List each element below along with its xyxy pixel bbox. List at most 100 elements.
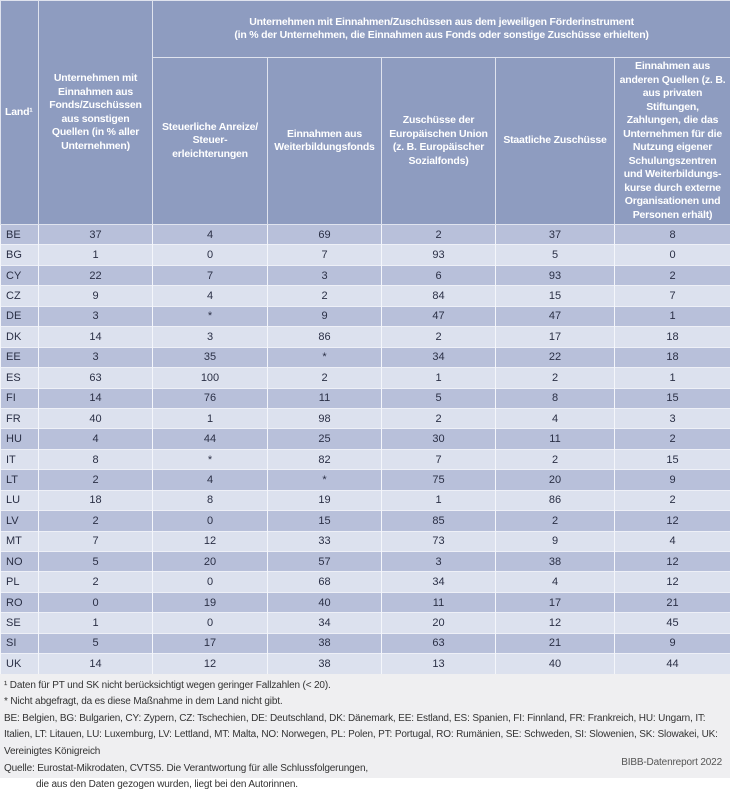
value-cell: 19 <box>153 592 268 612</box>
value-cell: 4 <box>615 531 730 551</box>
value-cell: 44 <box>615 654 730 674</box>
footnote-asterisk: * Nicht abgefragt, da es diese Maßnahme … <box>4 694 725 711</box>
value-cell: 2 <box>382 225 496 245</box>
header-eu-grants: Zuschüsse der Europäischen Union (z. B. … <box>382 58 496 225</box>
source-line-1: Quelle: Eurostat-Mikrodaten, CVTS5. Die … <box>4 761 725 778</box>
value-cell: 63 <box>382 633 496 653</box>
value-cell: 5 <box>382 388 496 408</box>
value-cell: * <box>153 449 268 469</box>
value-cell: 82 <box>268 449 382 469</box>
country-code-cell: CY <box>1 265 39 285</box>
value-cell: 34 <box>268 613 382 633</box>
header-group: Unternehmen mit Einnahmen/Zuschüssen aus… <box>153 1 730 58</box>
value-cell: 22 <box>496 347 615 367</box>
value-cell: 1 <box>39 613 153 633</box>
country-code-cell: FR <box>1 408 39 428</box>
value-cell: 85 <box>382 511 496 531</box>
header-land: Land¹ <box>1 1 39 225</box>
value-cell: 2 <box>268 368 382 388</box>
value-cell: 4 <box>153 286 268 306</box>
value-cell: 7 <box>615 286 730 306</box>
value-cell: 12 <box>615 511 730 531</box>
value-cell: 4 <box>496 408 615 428</box>
value-cell: 98 <box>268 408 382 428</box>
country-code-cell: SI <box>1 633 39 653</box>
value-cell: 1 <box>39 245 153 265</box>
value-cell: 4 <box>153 470 268 490</box>
value-cell: 14 <box>39 388 153 408</box>
value-cell: 7 <box>268 245 382 265</box>
value-cell: 1 <box>382 368 496 388</box>
value-cell: 3 <box>382 552 496 572</box>
value-cell: 9 <box>496 531 615 551</box>
country-code-cell: BE <box>1 225 39 245</box>
funding-table: Land¹ Unternehmen mit Einnahmen aus Fond… <box>0 0 730 674</box>
country-code-cell: DK <box>1 327 39 347</box>
country-code-cell: HU <box>1 429 39 449</box>
value-cell: 38 <box>268 633 382 653</box>
value-cell: 37 <box>496 225 615 245</box>
value-cell: 15 <box>496 286 615 306</box>
country-code-cell: RO <box>1 592 39 612</box>
value-cell: 12 <box>615 572 730 592</box>
value-cell: 8 <box>39 449 153 469</box>
value-cell: 4 <box>496 572 615 592</box>
header-group-line2: (in % der Unternehmen, die Einnahmen aus… <box>156 29 727 43</box>
value-cell: 9 <box>615 470 730 490</box>
value-cell: 22 <box>39 265 153 285</box>
value-cell: 0 <box>153 245 268 265</box>
value-cell: 40 <box>496 654 615 674</box>
value-cell: 38 <box>496 552 615 572</box>
publication-brand: BIBB-Datenreport 2022 <box>621 755 722 772</box>
country-code-cell: FI <box>1 388 39 408</box>
value-cell: 86 <box>496 490 615 510</box>
value-cell: 14 <box>39 654 153 674</box>
value-cell: 5 <box>496 245 615 265</box>
value-cell: 20 <box>153 552 268 572</box>
value-cell: 34 <box>382 347 496 367</box>
value-cell: 11 <box>382 592 496 612</box>
country-code-cell: PL <box>1 572 39 592</box>
value-cell: 35 <box>153 347 268 367</box>
abbreviations: BE: Belgien, BG: Bulgarien, CY: Zypern, … <box>4 711 725 761</box>
value-cell: 75 <box>382 470 496 490</box>
value-cell: 2 <box>39 470 153 490</box>
value-cell: 2 <box>615 429 730 449</box>
source-line-2: die aus den Daten gezogen wurden, liegt … <box>4 777 725 794</box>
value-cell: 2 <box>382 408 496 428</box>
value-cell: 1 <box>153 408 268 428</box>
country-code-cell: SE <box>1 613 39 633</box>
value-cell: 3 <box>39 347 153 367</box>
value-cell: 93 <box>382 245 496 265</box>
country-code-cell: ES <box>1 368 39 388</box>
value-cell: 7 <box>153 265 268 285</box>
value-cell: 9 <box>39 286 153 306</box>
table-footer: ¹ Daten für PT und SK nicht berücksichti… <box>0 674 730 778</box>
value-cell: 40 <box>39 408 153 428</box>
header-group-line1: Unternehmen mit Einnahmen/Zuschüssen aus… <box>156 16 727 30</box>
value-cell: 15 <box>615 388 730 408</box>
value-cell: 2 <box>615 490 730 510</box>
value-cell: 4 <box>39 429 153 449</box>
value-cell: 1 <box>382 490 496 510</box>
value-cell: 7 <box>382 449 496 469</box>
country-code-cell: CZ <box>1 286 39 306</box>
value-cell: 1 <box>615 306 730 326</box>
value-cell: 40 <box>268 592 382 612</box>
value-cell: 3 <box>268 265 382 285</box>
value-cell: 11 <box>268 388 382 408</box>
